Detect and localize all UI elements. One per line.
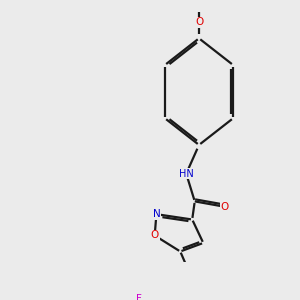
Text: F: F: [136, 294, 142, 300]
Text: N: N: [152, 209, 160, 219]
Text: O: O: [220, 202, 229, 212]
Text: HN: HN: [179, 169, 194, 179]
Text: O: O: [195, 17, 203, 27]
Text: O: O: [151, 230, 159, 241]
